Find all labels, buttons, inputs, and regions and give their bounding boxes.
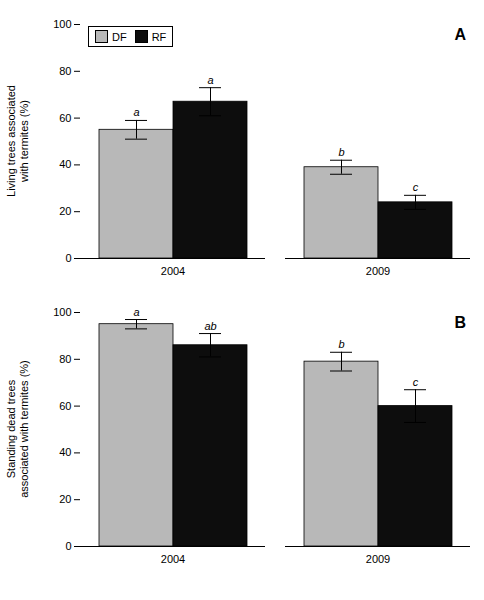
html-text:B: B	[454, 314, 466, 331]
svg-text:60: 60	[59, 400, 71, 412]
svg-text:20: 20	[59, 205, 71, 217]
svg-text:b: b	[338, 146, 344, 158]
html-text:Living trees associated with t: Living trees associated with termites (%…	[5, 85, 30, 197]
svg-text:80: 80	[59, 65, 71, 77]
html-text:A: A	[454, 26, 466, 43]
svg-text:ab: ab	[204, 320, 216, 332]
svg-text:c: c	[413, 376, 419, 388]
svg-text:b: b	[338, 338, 344, 350]
svg-text:2004: 2004	[161, 553, 185, 565]
svg-text:2004: 2004	[161, 265, 185, 277]
svg-text:0: 0	[65, 252, 71, 264]
svg-text:80: 80	[59, 353, 71, 365]
svg-text:a: a	[133, 106, 139, 118]
svg-text:100: 100	[53, 306, 71, 318]
svg-text:c: c	[413, 181, 419, 193]
svg-text:20: 20	[59, 493, 71, 505]
svg-text:0: 0	[65, 540, 71, 552]
svg-text:100: 100	[53, 18, 71, 30]
svg-text:2009: 2009	[366, 553, 390, 565]
svg-text:40: 40	[59, 158, 71, 170]
svg-text:a: a	[133, 306, 139, 318]
svg-text:2009: 2009	[366, 265, 390, 277]
svg-text:40: 40	[59, 446, 71, 458]
html-text:Standing dead trees associated: Standing dead trees associated with term…	[5, 360, 30, 498]
html-text:RF: RF	[151, 30, 167, 43]
html-text:DF: DF	[112, 30, 127, 43]
svg-text:60: 60	[59, 112, 71, 124]
svg-text:a: a	[207, 74, 213, 86]
